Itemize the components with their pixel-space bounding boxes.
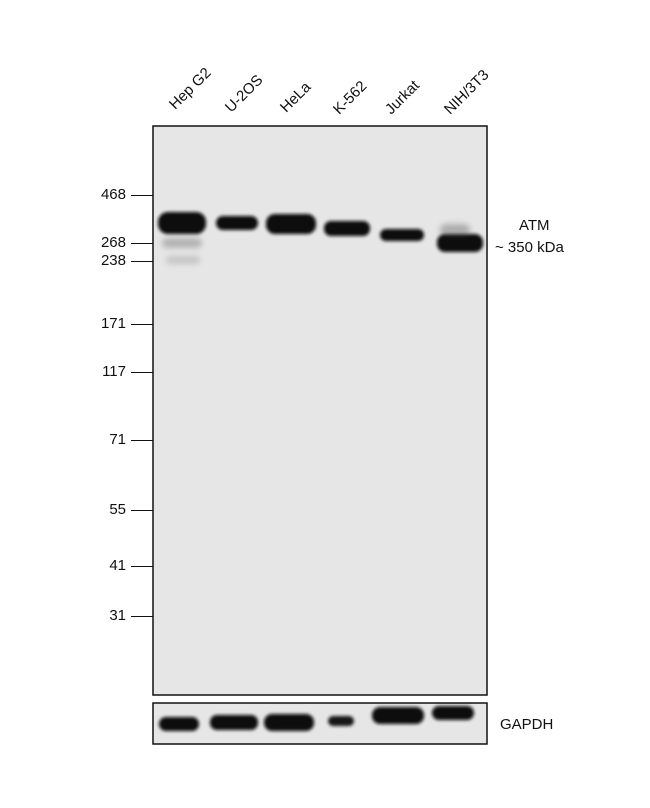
marker-label-117: 117 <box>102 363 126 380</box>
gapdh-bands <box>159 706 474 731</box>
band-hepg2 <box>158 212 206 234</box>
gapdh-blot-membrane <box>152 702 488 745</box>
marker-label-41: 41 <box>109 557 126 574</box>
gapdh-band-k562 <box>328 716 354 726</box>
target-name-label: ATM <box>519 217 550 234</box>
marker-label-238: 238 <box>100 252 126 269</box>
gapdh-band-hela <box>264 714 314 731</box>
gapdh-band-hepg2 <box>159 717 199 731</box>
band-nih3t3 <box>437 234 483 252</box>
marker-label-55: 55 <box>109 501 126 518</box>
marker-label-468: 468 <box>100 186 126 203</box>
marker-tick-171 <box>131 324 153 325</box>
marker-label-71: 71 <box>109 431 126 448</box>
marker-label-268: 268 <box>100 234 126 251</box>
main-blot-membrane <box>152 125 488 696</box>
marker-tick-238 <box>131 261 153 262</box>
marker-tick-468 <box>131 195 153 196</box>
marker-tick-55 <box>131 510 153 511</box>
target-size-label: ~ 350 kDa <box>495 239 564 256</box>
marker-label-171: 171 <box>100 315 126 332</box>
gapdh-band-u2os <box>210 715 258 730</box>
loading-control-label: GAPDH <box>500 716 554 733</box>
marker-tick-117 <box>131 372 153 373</box>
gapdh-band-nih3t3 <box>432 706 474 720</box>
marker-label-31: 31 <box>109 607 126 624</box>
marker-tick-268 <box>131 243 153 244</box>
gapdh-band-jurkat <box>372 707 424 724</box>
marker-tick-31 <box>131 616 153 617</box>
band-hela <box>266 214 316 234</box>
marker-tick-71 <box>131 440 153 441</box>
band-jurkat <box>380 229 424 241</box>
band-u2os <box>216 216 258 230</box>
marker-tick-41 <box>131 566 153 567</box>
band-k562 <box>324 221 370 236</box>
atm-bands <box>158 212 483 252</box>
